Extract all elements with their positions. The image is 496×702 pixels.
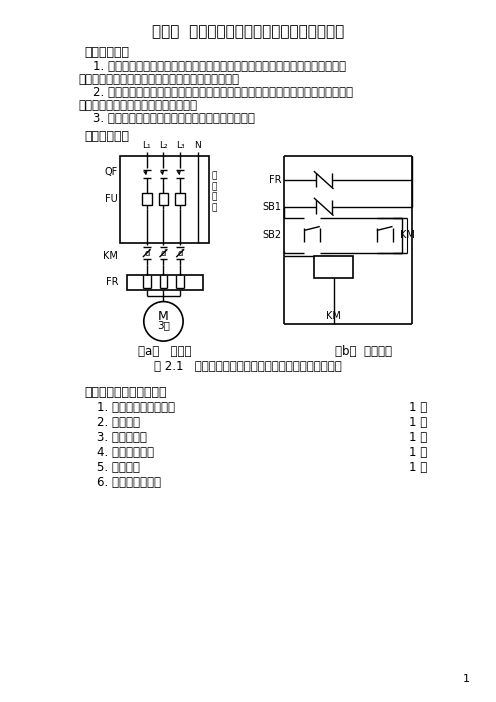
Text: 5. 热继电器: 5. 热继电器	[97, 461, 139, 474]
Text: 线方法，学习分析和排除故障的方法。: 线方法，学习分析和排除故障的方法。	[78, 99, 197, 112]
Text: SB1: SB1	[262, 201, 281, 212]
Text: KM: KM	[400, 230, 415, 240]
Text: 实验二  三相异步电动机单向全压起动停止控制: 实验二 三相异步电动机单向全压起动停止控制	[152, 24, 344, 39]
Text: 2. 掌握三相异步电动机单方向起动、停止和带自锁功能的连动控制的工作原理、接: 2. 掌握三相异步电动机单方向起动、停止和带自锁功能的连动控制的工作原理、接	[78, 86, 353, 99]
Bar	[120, 157, 209, 244]
Bar	[142, 193, 152, 205]
Bar	[175, 193, 185, 205]
Text: 3. 交流接触器: 3. 交流接触器	[97, 431, 146, 444]
Text: 理、型号规格、使用方法及在线路中所起的作用等。: 理、型号规格、使用方法及在线路中所起的作用等。	[78, 73, 239, 86]
Text: 1. 熟悉三相异步电动机单方向全压起动和停止线路中各电器元件的结构、工作原: 1. 熟悉三相异步电动机单方向全压起动和停止线路中各电器元件的结构、工作原	[78, 60, 346, 74]
Text: 3～: 3～	[157, 320, 170, 331]
Text: 3. 学习转速表的使用方法，掌握测量转速的方法。: 3. 学习转速表的使用方法，掌握测量转速的方法。	[78, 112, 255, 125]
Text: 1 只: 1 只	[409, 446, 427, 459]
Text: 二、实验线路: 二、实验线路	[85, 130, 130, 143]
Text: （a）   主电路: （a） 主电路	[138, 345, 191, 358]
Text: QF: QF	[105, 167, 118, 177]
Text: N: N	[194, 141, 201, 150]
Text: 1. 三相笼型异步电动机: 1. 三相笼型异步电动机	[97, 402, 175, 414]
Text: 2. 自动开关: 2. 自动开关	[97, 416, 139, 429]
Text: 1 台: 1 台	[409, 402, 427, 414]
Text: 图 2.1   三相异步电动机单方向全压起停及点动控制线路: 图 2.1 三相异步电动机单方向全压起停及点动控制线路	[154, 360, 342, 373]
Text: KM: KM	[103, 251, 118, 261]
Text: d: d	[161, 249, 166, 258]
Text: 1: 1	[463, 674, 470, 684]
Text: 6. 电工工具及导线: 6. 电工工具及导线	[97, 475, 161, 489]
Circle shape	[144, 302, 183, 341]
Text: FR: FR	[106, 277, 118, 287]
Text: FU: FU	[106, 194, 118, 204]
Text: 1 只: 1 只	[409, 416, 427, 429]
Text: 一、实验目的: 一、实验目的	[85, 46, 130, 59]
Bar	[159, 193, 168, 205]
Text: d: d	[178, 249, 183, 258]
Text: SB2: SB2	[262, 230, 281, 240]
Text: 三、实验设备及电器元件: 三、实验设备及电器元件	[85, 385, 167, 399]
Text: FR: FR	[269, 175, 281, 185]
Text: 三
相
电
源: 三 相 电 源	[212, 172, 217, 212]
Text: 1 只: 1 只	[409, 461, 427, 474]
Bar	[314, 256, 353, 278]
Text: d: d	[144, 249, 149, 258]
Text: L₂: L₂	[159, 141, 168, 150]
Text: L₃: L₃	[176, 141, 185, 150]
Text: （b）  控制线路: （b） 控制线路	[334, 345, 391, 358]
Bar	[127, 275, 203, 290]
Text: 1 只: 1 只	[409, 431, 427, 444]
Text: L₁: L₁	[142, 141, 151, 150]
Text: 4. 双联复式按钮: 4. 双联复式按钮	[97, 446, 154, 459]
Text: M: M	[158, 310, 169, 323]
Text: KM: KM	[326, 312, 341, 322]
